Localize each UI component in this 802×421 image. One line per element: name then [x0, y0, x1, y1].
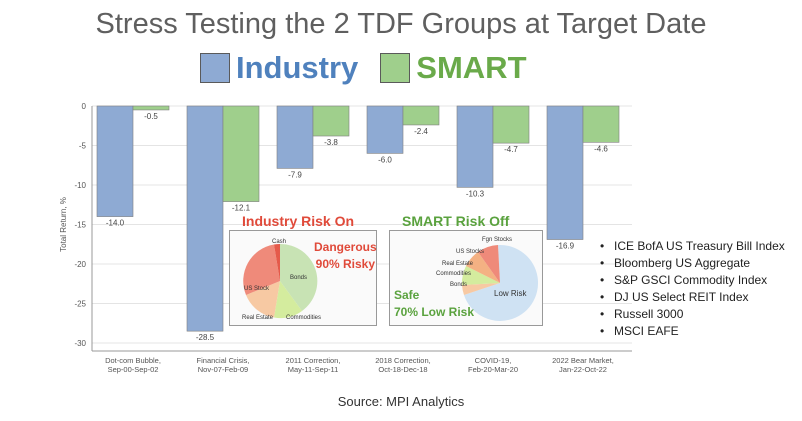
- bar-industry: [276, 105, 314, 169]
- data-label: -2.4: [414, 127, 428, 136]
- x-tick-label: 2011 Correction,: [286, 356, 341, 365]
- smart-pie-slice-us-stocks: [478, 245, 500, 283]
- bar-smart: [132, 105, 170, 111]
- pie-label-low-risk: Low Risk: [494, 289, 527, 298]
- industry-pie: [243, 243, 318, 319]
- smart-note-line1: Safe: [394, 288, 420, 302]
- bar-smart: [222, 105, 260, 202]
- pie-label-commodities: Commodities: [286, 315, 322, 321]
- legend: Industry SMART: [200, 50, 549, 86]
- source-note: Source: MPI Analytics: [337, 394, 465, 409]
- x-tick-label: Sep-00-Sep-02: [108, 365, 159, 374]
- legend-item-industry: Industry: [200, 50, 358, 86]
- legend-swatch-smart: [380, 53, 411, 83]
- y-tick-label: -30: [74, 339, 86, 348]
- index-item: ICE BofA US Treasury Bill Index: [600, 238, 785, 255]
- industry-risk-note: Dangerous 90% Risky: [314, 239, 377, 273]
- data-label: -6.0: [378, 155, 392, 164]
- data-label: -4.6: [594, 144, 608, 153]
- y-tick-label: 0: [82, 102, 87, 111]
- bar-smart: [312, 105, 350, 137]
- smart-risk-note: Safe 70% Low Risk: [394, 287, 474, 321]
- data-label: -7.9: [288, 170, 302, 179]
- y-tick-label: -15: [74, 221, 86, 230]
- industry-note-line2: 90% Risky: [315, 257, 376, 271]
- legend-swatch-industry: [200, 53, 230, 83]
- pie-label-cash: Cash: [272, 239, 287, 245]
- smart-pie-panel: Fgn Stocks US Stocks Real Estate Commodi…: [389, 230, 543, 326]
- industry-annotation-title: Industry Risk On: [242, 213, 355, 229]
- chart-title: Stress Testing the 2 TDF Groups at Targe…: [95, 8, 707, 40]
- data-label: -3.8: [324, 138, 338, 147]
- legend-label-smart: SMART: [416, 50, 527, 85]
- x-tick-label: Financial Crisis,: [197, 356, 250, 365]
- bar-smart: [492, 105, 530, 144]
- index-item: Bloomberg US Aggregate: [600, 255, 785, 272]
- pie-label-fgn-stocks: Fgn Stocks: [482, 237, 513, 243]
- data-label: -14.0: [106, 219, 125, 228]
- y-tick-label: -20: [74, 260, 86, 269]
- index-item: MSCI EAFE: [600, 323, 785, 340]
- bar-industry: [546, 105, 584, 240]
- industry-pie-slice-us-stock: [243, 244, 280, 295]
- smart-pie-slice-commodities: [461, 266, 500, 285]
- smart-pie-slice-real-estate: [466, 252, 500, 283]
- y-tick-label: -10: [74, 181, 86, 190]
- index-item: Russell 3000: [600, 306, 785, 323]
- x-tick-label: May-11-Sep-11: [288, 365, 339, 374]
- x-tick-label: Oct-18-Dec-18: [378, 365, 427, 374]
- pie-label-us-stocks: US Stocks: [456, 249, 485, 255]
- industry-pie-slice-cash: [274, 244, 280, 281]
- bar-industry: [96, 105, 134, 217]
- legend-label-industry: Industry: [236, 50, 359, 85]
- data-label: -4.7: [504, 145, 518, 154]
- data-label: -12.1: [232, 204, 251, 213]
- smart-annotation-title: SMART Risk Off: [402, 213, 510, 229]
- pie-label-us-stock: US Stock: [244, 286, 270, 292]
- smart-note-line2: 70% Low Risk: [394, 305, 475, 319]
- smart-pie-slice-low-risk: [464, 244, 539, 321]
- bar-industry: [456, 105, 494, 188]
- data-label: -16.9: [556, 242, 575, 251]
- industry-note-line1: Dangerous: [314, 240, 377, 254]
- data-label: -0.5: [144, 112, 158, 121]
- data-label: -10.3: [466, 189, 485, 198]
- industry-pie-slice-real-estate: [246, 281, 280, 318]
- pie-label-bonds: Bonds: [450, 282, 468, 288]
- bar-industry: [186, 105, 224, 332]
- index-item: S&P GSCI Commodity Index: [600, 272, 785, 289]
- bar-smart: [402, 105, 440, 126]
- x-tick-label: Dot-com Bubble,: [105, 356, 161, 365]
- industry-pie-panel: Cash US Stock Bonds Real Estate Commodit…: [229, 230, 377, 326]
- pie-label-real-estate: Real Estate: [442, 261, 474, 267]
- industry-pie-slice-commodities: [274, 281, 302, 319]
- x-tick-label: Feb-20-Mar-20: [468, 365, 518, 374]
- pie-label-bonds: Bonds: [290, 275, 308, 281]
- smart-pie-slice-bonds: [462, 283, 500, 295]
- y-axis-label: Total Return, %: [59, 197, 68, 252]
- smart-pie: [461, 244, 539, 321]
- y-tick-label: -25: [74, 300, 86, 309]
- x-tick-label: 2022 Bear Market,: [552, 356, 614, 365]
- y-tick-label: -5: [79, 142, 87, 151]
- x-tick-label: 2018 Correction,: [375, 356, 430, 365]
- index-item: DJ US Select REIT Index: [600, 289, 785, 306]
- pie-label-commodities: Commodities: [436, 271, 472, 277]
- x-tick-label: COVID-19,: [475, 356, 512, 365]
- x-tick-label: Nov-07-Feb-09: [198, 365, 248, 374]
- bar-industry: [366, 105, 404, 154]
- bar-smart: [582, 105, 620, 143]
- industry-pie-slice-bonds: [280, 243, 318, 311]
- x-tick-label: Jan-22-Oct-22: [559, 365, 607, 374]
- legend-item-smart: SMART: [380, 50, 527, 86]
- index-list: ICE BofA US Treasury Bill Index Bloomber…: [600, 238, 785, 340]
- data-label: -28.5: [196, 333, 215, 342]
- pie-label-real-estate: Real Estate: [242, 315, 274, 321]
